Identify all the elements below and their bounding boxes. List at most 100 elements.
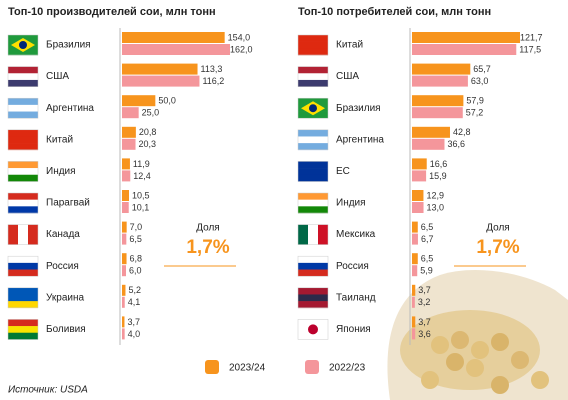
flag-stripe [298,206,328,214]
flag [7,97,39,119]
flag [7,34,39,56]
flag-border [7,161,39,182]
bar [122,63,198,75]
category-label: Таиланд [336,292,376,303]
bar [122,158,130,170]
bar [412,202,424,213]
value-label: 20,3 [139,139,157,149]
category-label: Индия [46,166,76,177]
flag-border [7,319,39,340]
legend-swatch [305,360,319,374]
value-label: 3,7 [127,317,140,327]
value-label: 13,0 [427,202,445,212]
flag-stripe [8,66,38,74]
bar [412,138,445,150]
legend-swatch [205,360,219,374]
value-label: 116,2 [202,76,224,86]
flag-stripe [298,41,328,49]
value-label: 3,7 [418,285,431,295]
bar [122,284,126,296]
value-label: 25,0 [142,108,160,118]
value-label: 12,9 [426,190,444,200]
flag [7,255,39,277]
flag [7,129,39,151]
flag-stripe [8,301,38,309]
flag-shape [19,41,27,49]
flag-border [7,255,39,277]
flag [297,255,329,277]
flag-stripe [298,48,328,56]
flag [297,224,329,245]
flag-stripe [298,174,328,182]
flag-stripe [8,332,38,340]
bar [122,296,125,308]
flag-stripe [298,35,328,42]
flag [7,161,39,182]
flag-stripe [8,73,38,81]
category-label: Аргентина [336,134,384,145]
value-label: 57,9 [466,96,484,106]
category-label: Аргентина [46,103,94,114]
flag [297,161,329,182]
category-label: Бразилия [46,40,91,51]
value-label: 65,7 [473,64,491,74]
flag-border [297,319,329,340]
flag [7,66,39,87]
bar [122,138,136,150]
flag-stripe [298,294,328,302]
value-label: 6,5 [421,254,434,264]
chart-title: Топ-10 производителей сои, млн тонн [8,6,216,18]
flag-stripe [8,269,38,277]
category-label: Россия [336,261,369,272]
category-label: Китай [336,40,363,51]
annotation-title: Доля [196,223,219,234]
bar [122,202,129,213]
bar [412,221,418,233]
chart-title: Топ-10 потребителей сои, млн тонн [298,6,491,18]
annotation-title: Доля [486,223,509,234]
value-label: 3,2 [418,297,431,307]
flag-stripe [8,174,38,182]
bar [412,190,424,201]
flag-stripe [298,73,328,81]
flag [7,287,39,309]
flag-border [297,129,329,151]
flag-border [297,161,329,182]
category-label: Китай [46,134,73,145]
flag-border [297,66,329,87]
flag-stripe [8,129,38,137]
value-label: 16,6 [430,159,448,169]
value-label: 10,1 [132,202,150,212]
flag-border [7,224,39,245]
bar [412,107,463,119]
value-label: 3,7 [418,317,431,327]
bar [412,158,427,170]
value-label: 5,2 [128,285,141,295]
bar [122,32,225,43]
flag-border [297,192,329,214]
flag-stripe [8,262,38,270]
bar [412,316,416,328]
flag-border [297,255,329,277]
flag-stripe [8,287,38,295]
value-label: 154,0 [228,32,251,42]
flag-stripe [8,111,38,119]
annotation: 1,7% [476,237,519,258]
flag [297,66,329,87]
value-label: 10,5 [132,190,150,200]
value-label: 36,6 [447,139,465,149]
value-label: 42,8 [453,127,471,137]
value-label: 4,1 [128,297,141,307]
flag-stripe [298,136,328,144]
flag-border [297,34,329,56]
value-label: 121,7 [520,32,543,42]
flag-stripe [8,206,38,214]
bar [412,170,427,182]
flag-stripe [298,287,328,295]
category-label: США [336,71,359,82]
flag-stripe [298,143,328,151]
flag-stripe [8,199,38,207]
bar [122,253,127,265]
flag-stripe [8,98,38,106]
